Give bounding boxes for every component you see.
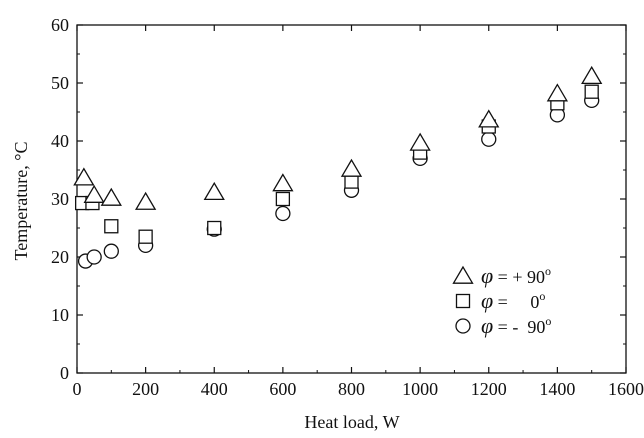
y-tick-label: 20 <box>51 247 69 267</box>
legend-marker-square <box>455 293 471 309</box>
data-point-triangle <box>272 173 294 192</box>
legend-marker-triangle <box>452 265 474 284</box>
data-points <box>73 65 603 269</box>
y-tick-label: 50 <box>51 73 69 93</box>
x-tick-label: 600 <box>269 379 296 399</box>
x-tick-label: 0 <box>73 379 82 399</box>
data-point-triangle <box>340 158 363 177</box>
y-tick-label: 60 <box>51 15 69 35</box>
x-tick-label: 400 <box>201 379 228 399</box>
x-tick-label: 1200 <box>471 379 507 399</box>
data-point-square <box>344 174 359 189</box>
data-point-square <box>207 220 222 236</box>
y-tick-label: 40 <box>51 131 69 151</box>
x-tick-label: 1000 <box>402 379 438 399</box>
legend-label: φ = - 90o <box>481 313 551 338</box>
data-point-triangle <box>581 65 603 85</box>
data-point-triangle <box>203 181 225 201</box>
data-point-circle <box>275 205 291 222</box>
legend-marker-circle <box>455 318 471 334</box>
data-point-circle <box>86 249 102 265</box>
y-tick-label: 30 <box>51 189 69 209</box>
y-tick-label: 0 <box>60 363 69 383</box>
x-tick-label: 200 <box>132 379 159 399</box>
data-point-triangle <box>478 109 500 128</box>
x-tick-label: 1600 <box>608 379 644 399</box>
data-point-square <box>275 191 291 207</box>
data-point-square <box>138 229 153 244</box>
legend-label: φ = 0o <box>481 288 545 313</box>
x-tick-label: 800 <box>338 379 365 399</box>
data-point-triangle <box>83 184 105 203</box>
x-axis-title: Heat load, W <box>304 412 399 432</box>
y-tick-label: 10 <box>51 305 69 325</box>
data-point-circle <box>103 243 119 259</box>
data-point-triangle <box>134 191 157 210</box>
data-point-triangle <box>409 132 431 151</box>
ticks: 0 200 400 600 800 1000 1200 1400 1600 0 10 20 30 40 50… <box>51 15 644 399</box>
data-point-circle <box>481 131 497 147</box>
data-point-square <box>584 84 599 99</box>
y-axis-title: Temperature, °C <box>11 142 31 261</box>
data-point-triangle <box>546 83 569 102</box>
x-tick-label: 1400 <box>539 379 575 399</box>
legend-label: φ = + 90o <box>481 263 551 288</box>
data-point-triangle <box>73 167 95 186</box>
data-point-triangle <box>100 187 122 206</box>
data-point-square <box>104 219 119 234</box>
